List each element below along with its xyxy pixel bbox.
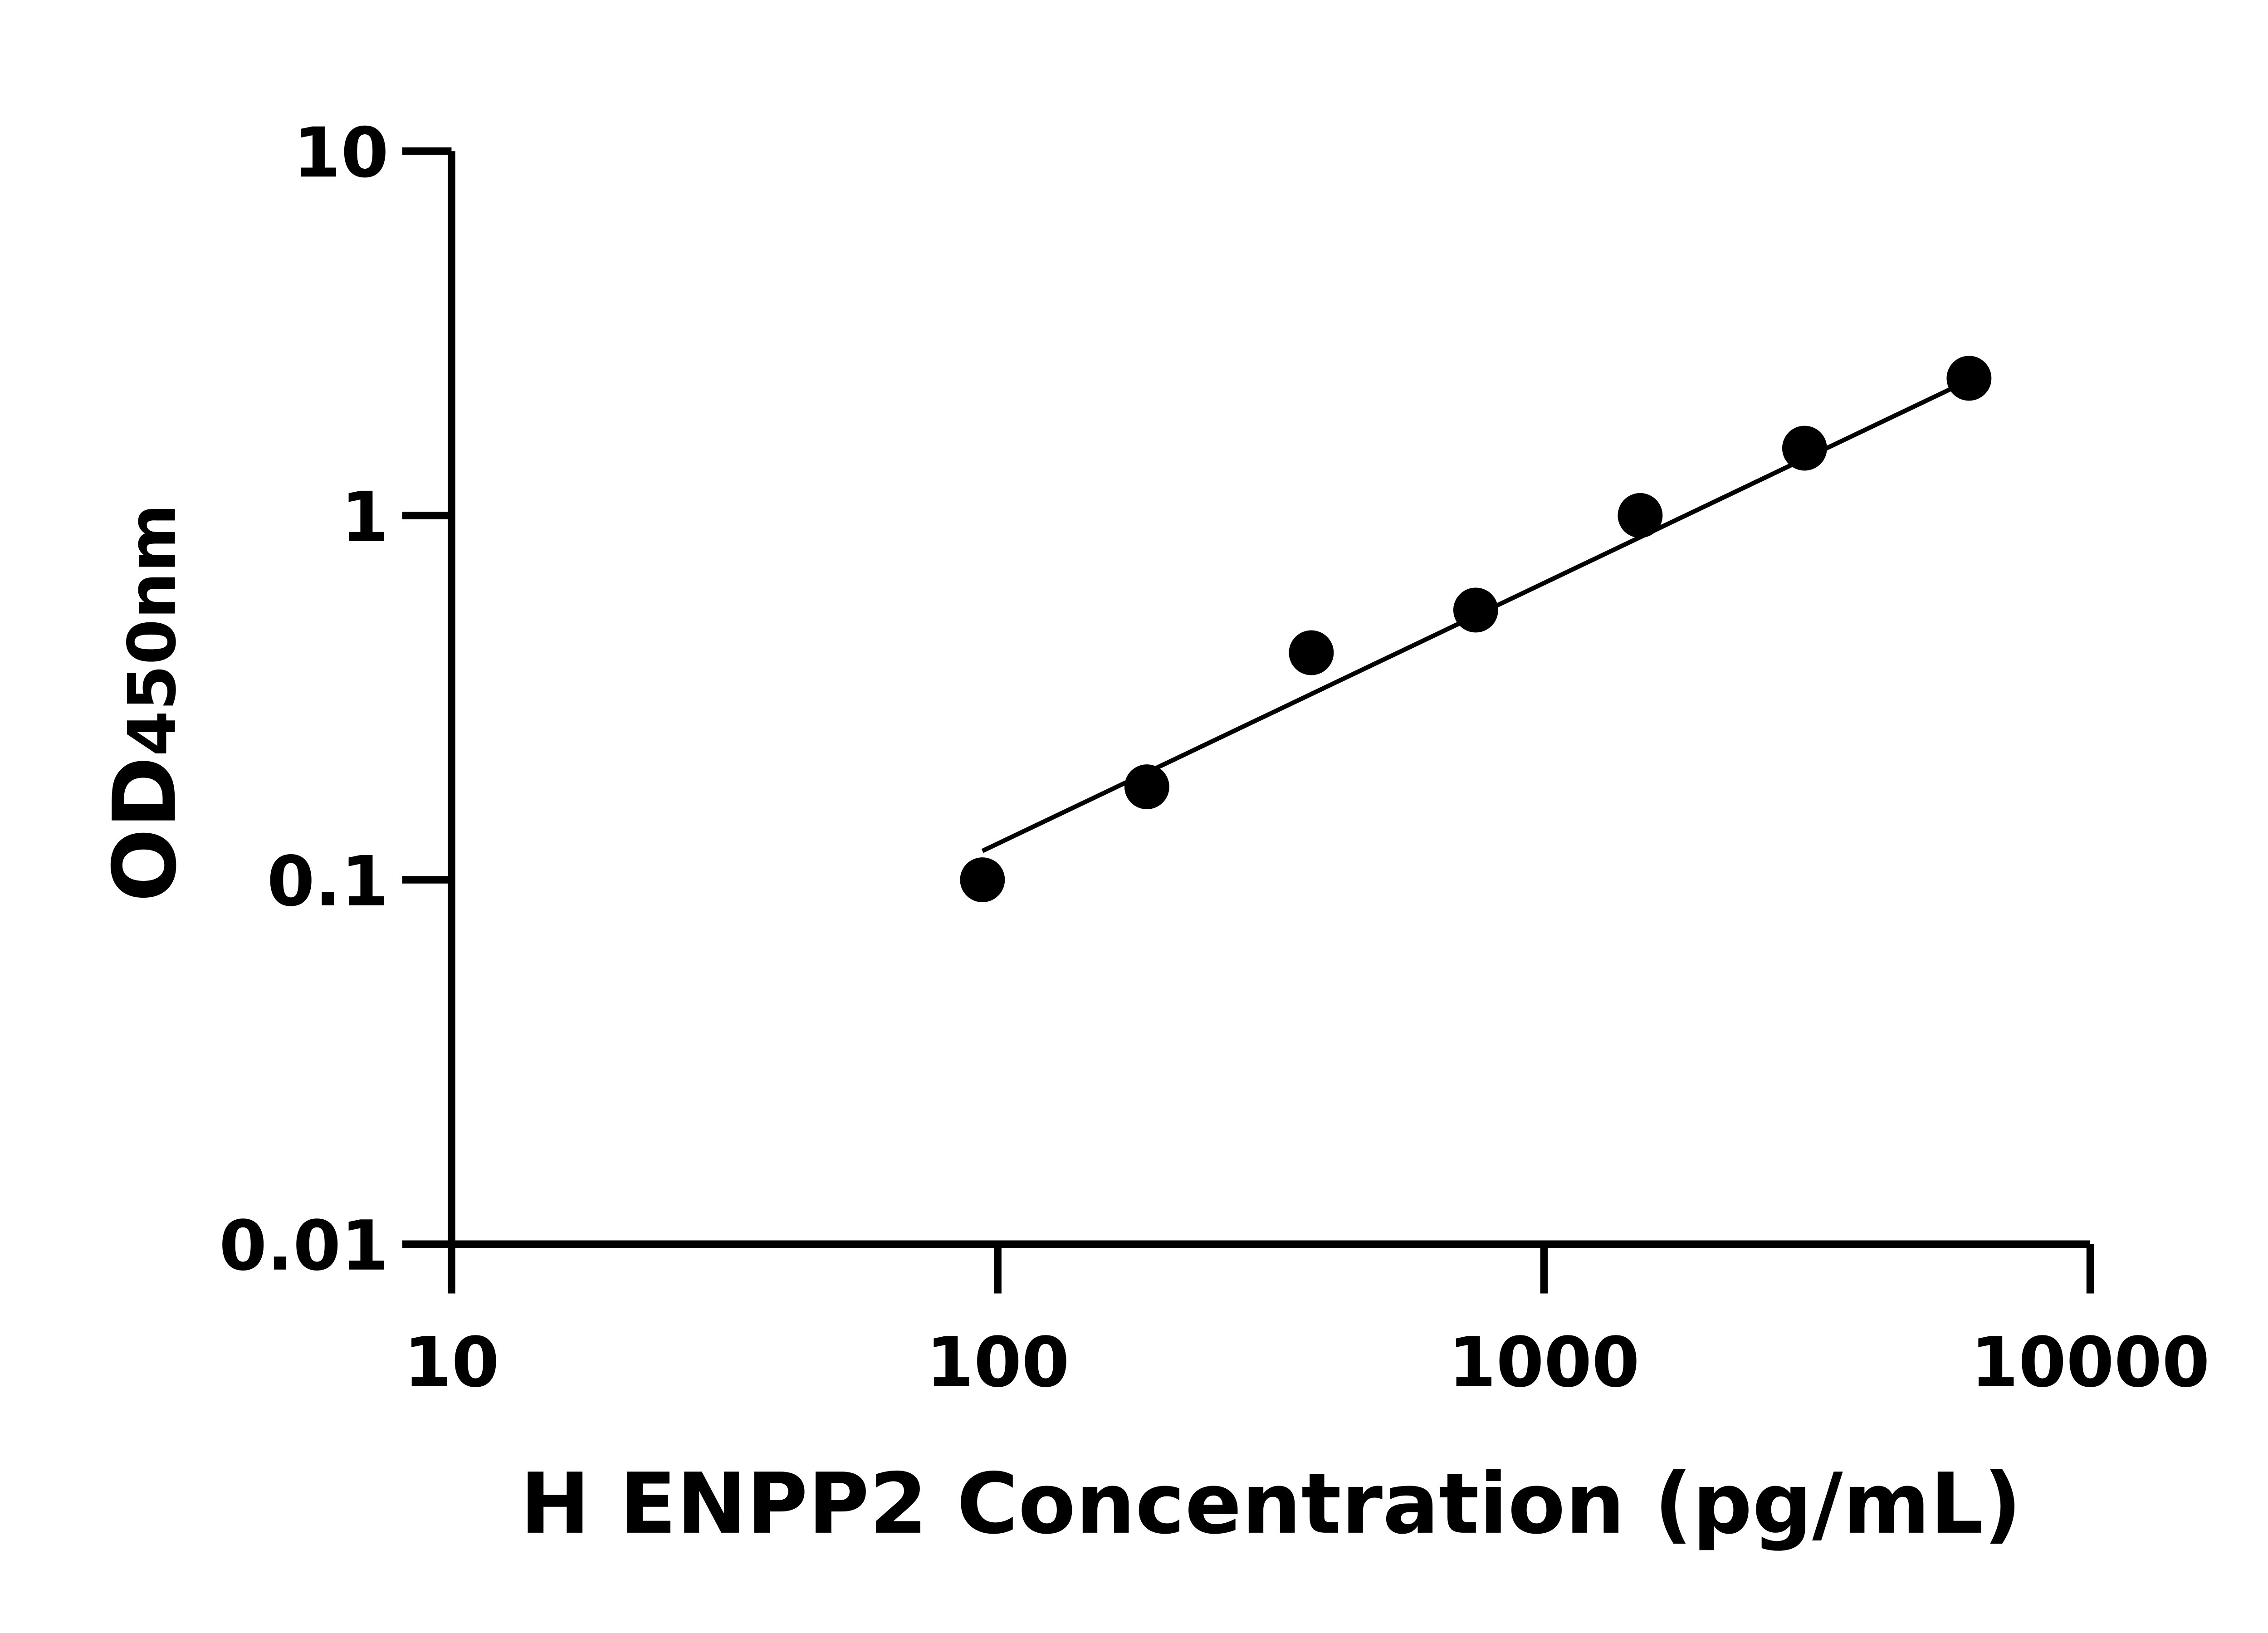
- data-points: [960, 356, 1992, 902]
- data-point: [960, 857, 1005, 902]
- x-tick-label: 10: [404, 1322, 499, 1403]
- y-tick-label: 1: [341, 477, 389, 557]
- x-axis-label: H ENPP2 Concentration (pg/mL): [520, 1455, 2022, 1553]
- y-axis-label-sub: 450nm: [114, 504, 191, 756]
- x-tick-label: 10000: [1970, 1322, 2209, 1403]
- data-point: [1289, 630, 1334, 675]
- y-tick-label: 0.01: [219, 1206, 389, 1286]
- x-tick-label: 1000: [1448, 1322, 1640, 1403]
- ticks: 10 100 1000 10000 0.01 0.1 1 10: [219, 112, 2210, 1403]
- y-tick-label: 0.1: [267, 841, 389, 922]
- data-point: [1453, 587, 1498, 633]
- data-point: [1618, 493, 1663, 538]
- data-point: [1124, 764, 1169, 809]
- x-tick-label: 100: [926, 1322, 1069, 1403]
- data-point: [1782, 425, 1827, 471]
- y-tick-label: 10: [293, 112, 389, 193]
- data-point: [1946, 356, 1992, 401]
- y-axis-label-main: OD: [95, 756, 196, 902]
- y-axis-label: OD450nm: [95, 504, 196, 902]
- axes: [448, 151, 2091, 1248]
